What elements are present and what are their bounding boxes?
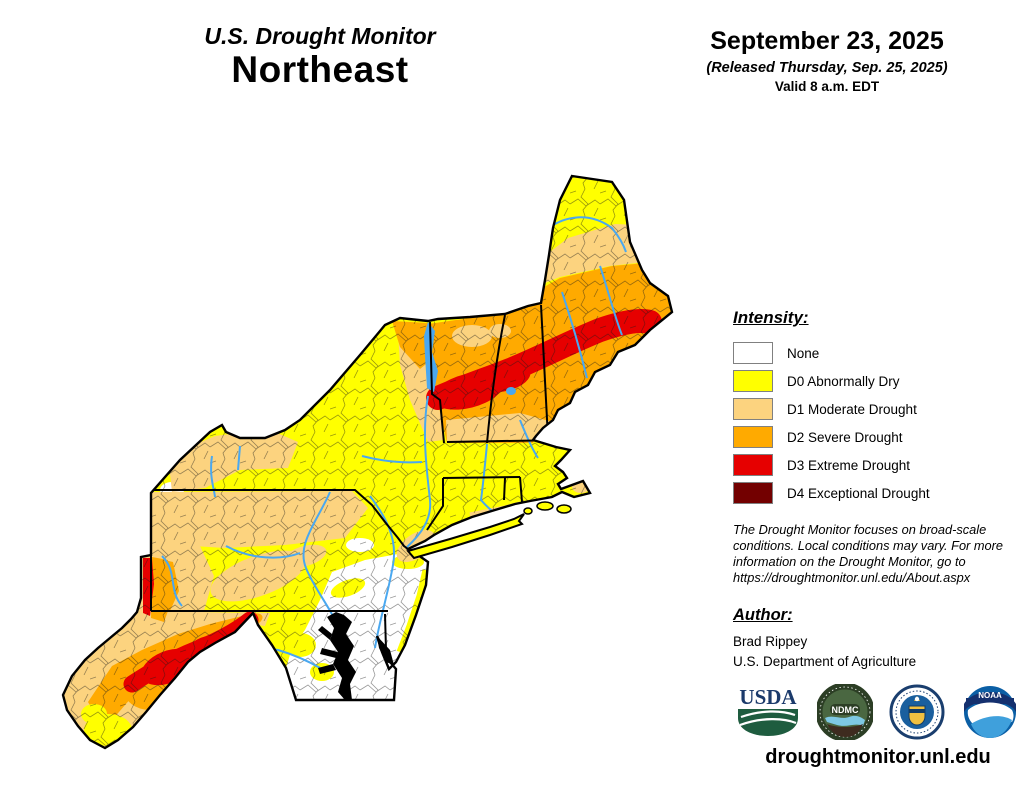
legend-label: D1 Moderate Drought xyxy=(787,401,917,417)
long-island xyxy=(406,513,525,560)
footer-url: droughtmonitor.unl.edu xyxy=(765,746,991,768)
swatch-d1 xyxy=(733,398,773,420)
legend-item-d0: D0 Abnormally Dry xyxy=(733,367,1018,395)
valid-time: Valid 8 a.m. EDT xyxy=(774,78,880,94)
ndmc-logo: NDMC xyxy=(817,684,873,740)
legend-label: D4 Exceptional Drought xyxy=(787,485,930,501)
swatch-d2 xyxy=(733,426,773,448)
agency-logos: USDA NDMC xyxy=(735,684,1019,740)
legend-item-d2: D2 Severe Drought xyxy=(733,423,1018,451)
legend-list: None D0 Abnormally Dry D1 Moderate Droug… xyxy=(733,339,1018,507)
title-block: U.S. Drought Monitor Northeast xyxy=(120,23,520,92)
legend-item-d1: D1 Moderate Drought xyxy=(733,395,1018,423)
author-heading: Author: xyxy=(733,606,793,624)
swatch-none xyxy=(733,342,773,364)
author-name: Brad Rippey xyxy=(733,634,808,649)
intensity-legend: Intensity: None D0 Abnormally Dry D1 Mod… xyxy=(733,308,1018,507)
rivers xyxy=(161,216,627,670)
legend-label: D3 Extreme Drought xyxy=(787,457,911,473)
swatch-d4 xyxy=(733,482,773,504)
legend-heading: Intensity: xyxy=(733,308,809,327)
map-date: September 23, 2025 xyxy=(710,27,944,55)
legend-item-d4: D4 Exceptional Drought xyxy=(733,479,1018,507)
legend-label: None xyxy=(787,345,820,361)
disclaimer-text: The Drought Monitor focuses on broad-sca… xyxy=(733,522,1004,586)
region-title: Northeast xyxy=(231,49,409,91)
drought-regions xyxy=(63,176,672,748)
county-lines-texture xyxy=(63,176,672,748)
svg-text:NOAA: NOAA xyxy=(978,691,1002,700)
legend-item-d3: D3 Extreme Drought xyxy=(733,451,1018,479)
legend-item-none: None xyxy=(733,339,1018,367)
usda-logo: USDA xyxy=(738,685,798,736)
noaa-logo: NOAA xyxy=(964,686,1016,738)
legend-label: D2 Severe Drought xyxy=(787,429,903,445)
date-block: September 23, 2025 (Released Thursday, S… xyxy=(660,27,994,94)
svg-text:USDA: USDA xyxy=(739,685,797,709)
coastal-islands xyxy=(523,501,572,515)
svg-text:NDMC: NDMC xyxy=(832,705,859,715)
report-title: U.S. Drought Monitor xyxy=(204,23,436,49)
swatch-d0 xyxy=(733,370,773,392)
release-date: (Released Thursday, Sep. 25, 2025) xyxy=(706,59,948,76)
swatch-d3 xyxy=(733,454,773,476)
author-org: U.S. Department of Agriculture xyxy=(733,654,917,669)
doc-seal xyxy=(889,684,945,740)
legend-label: D0 Abnormally Dry xyxy=(787,373,900,389)
author-block: Author: Brad Rippey U.S. Department of A… xyxy=(733,606,916,669)
